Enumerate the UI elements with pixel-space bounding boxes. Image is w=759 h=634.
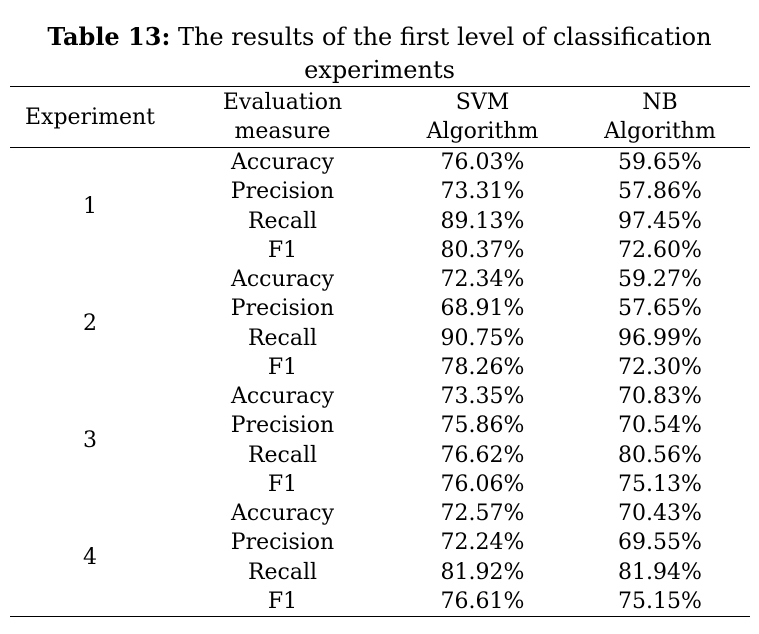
experiment-id-cell: 4 — [83, 545, 97, 570]
table-row: Precision 68.91% 57.65% — [10, 294, 750, 323]
nb-value-cell: 81.94% — [618, 559, 702, 585]
svm-value-cell: 73.35% — [440, 384, 525, 410]
table-caption-text: The results of the first level of classi… — [177, 23, 712, 84]
experiment-id-cell: 1 — [83, 194, 97, 219]
measure-cell: Recall — [247, 325, 318, 351]
header-experiment: Experiment — [10, 87, 170, 148]
svm-value-cell: 72.57% — [440, 501, 525, 527]
header-experiment-label: Experiment — [24, 104, 155, 130]
table-row: Precision 73.31% 57.86% — [10, 177, 750, 206]
svm-value-cell: 72.34% — [440, 267, 525, 293]
table-row: 2 Accuracy 72.34% 59.27% — [10, 265, 750, 336]
table-row: Recall 89.13% 97.45% — [10, 207, 750, 236]
svm-value-cell: 89.13% — [440, 208, 525, 234]
table-row: Recall 81.92% 81.94% — [10, 558, 750, 587]
nb-value-cell: 96.99% — [618, 325, 702, 351]
svm-value-cell: 68.91% — [440, 296, 525, 322]
nb-value-cell: 59.65% — [618, 150, 702, 176]
nb-value-cell: 57.86% — [618, 179, 702, 205]
table-row: 3 Accuracy 73.35% 70.83% — [10, 382, 750, 453]
table-row: Recall 90.75% 96.99% — [10, 324, 750, 353]
nb-value-cell: 80.56% — [618, 442, 702, 468]
svm-value-cell: 73.31% — [440, 179, 525, 205]
nb-value-cell: 75.15% — [618, 588, 702, 614]
table-row: F1 76.61% 75.15% — [10, 587, 750, 617]
header-measure-line2: measure — [234, 119, 331, 144]
header-svm-algorithm: SVM Algorithm — [395, 87, 570, 148]
header-svm-line2: Algorithm — [426, 119, 539, 144]
nb-value-cell: 59.27% — [618, 267, 702, 293]
nb-value-cell: 75.13% — [618, 471, 702, 497]
table-row: Precision 75.86% 70.54% — [10, 411, 750, 440]
table-body: 1 Accuracy 76.03% 59.65% Precision 73.31% 57.8… — [10, 148, 750, 617]
table-row: F1 76.06% 75.13% — [10, 470, 750, 499]
header-nb-line2: Algorithm — [604, 119, 716, 144]
measure-cell: F1 — [267, 237, 298, 263]
nb-value-cell: 70.43% — [618, 501, 702, 527]
measure-cell: Accuracy — [230, 150, 335, 176]
svm-value-cell: 76.61% — [440, 588, 525, 614]
measure-cell: Precision — [230, 413, 335, 439]
measure-cell: Recall — [247, 208, 318, 234]
svm-value-cell: 76.62% — [440, 442, 525, 468]
measure-cell: Precision — [230, 179, 335, 205]
measure-cell: Accuracy — [230, 267, 335, 293]
nb-value-cell: 97.45% — [618, 208, 702, 234]
table-row: 1 Accuracy 76.03% 59.65% — [10, 148, 750, 219]
svm-value-cell: 72.24% — [440, 530, 525, 556]
measure-cell: Precision — [230, 530, 335, 556]
nb-value-cell: 57.65% — [618, 296, 702, 322]
header-nb-algorithm: NB Algorithm — [570, 87, 750, 148]
measure-cell: Accuracy — [230, 501, 335, 527]
measure-cell: Recall — [247, 559, 318, 585]
table-label: Table 13: — [47, 22, 171, 51]
nb-value-cell: 70.83% — [618, 384, 702, 410]
table-row: 4 Accuracy 72.57% 70.43% — [10, 499, 750, 570]
svm-value-cell: 75.86% — [440, 413, 525, 439]
header-row: Experiment Evaluation measure SVM Algori… — [10, 86, 750, 148]
svm-value-cell: 76.03% — [440, 150, 525, 176]
measure-cell: F1 — [267, 471, 298, 497]
nb-value-cell: 69.55% — [618, 530, 702, 556]
header-svm-line1: SVM — [455, 90, 510, 115]
nb-value-cell: 72.60% — [618, 237, 702, 263]
measure-cell: F1 — [267, 588, 298, 614]
measure-cell: F1 — [267, 354, 298, 380]
table-caption: Table 13: The results of the first level… — [0, 20, 759, 87]
table-row: Recall 76.62% 80.56% — [10, 441, 750, 470]
header-measure-line1: Evaluation — [222, 90, 343, 115]
svm-value-cell: 81.92% — [440, 559, 525, 585]
svm-value-cell: 76.06% — [440, 471, 525, 497]
table-row: F1 78.26% 72.30% — [10, 353, 750, 382]
table-header: Experiment Evaluation measure SVM Algori… — [10, 86, 750, 148]
measure-cell: Precision — [230, 296, 335, 322]
header-nb-line1: NB — [642, 90, 678, 115]
svm-value-cell: 80.37% — [440, 237, 525, 263]
svm-value-cell: 78.26% — [440, 354, 525, 380]
header-evaluation-measure: Evaluation measure — [170, 87, 395, 148]
measure-cell: Accuracy — [230, 384, 335, 410]
nb-value-cell: 72.30% — [618, 354, 702, 380]
results-table: Experiment Evaluation measure SVM Algori… — [10, 86, 750, 617]
svm-value-cell: 90.75% — [440, 325, 525, 351]
table-row: F1 80.37% 72.60% — [10, 236, 750, 265]
experiment-id-cell: 3 — [83, 428, 97, 453]
measure-cell: Recall — [247, 442, 318, 468]
table-row: Precision 72.24% 69.55% — [10, 528, 750, 557]
nb-value-cell: 70.54% — [618, 413, 702, 439]
experiment-id-cell: 2 — [83, 311, 97, 336]
